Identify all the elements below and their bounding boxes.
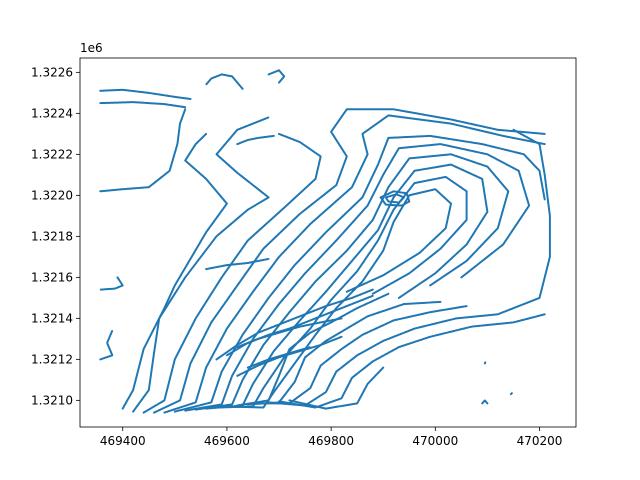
contour-series-19 <box>236 292 390 407</box>
contour-series-34 <box>481 399 489 405</box>
contour-series-29 <box>236 335 343 377</box>
contour-series-13 <box>194 153 510 411</box>
contour-series-22 <box>267 128 551 407</box>
x-axis: 469400 469600 469800 470000 470200 <box>100 427 563 448</box>
contour-series-15 <box>215 175 468 409</box>
contour-series-31 <box>205 73 244 90</box>
contour-series-21 <box>257 305 468 405</box>
plot-frame <box>79 57 577 428</box>
contour-series-23 <box>278 313 546 409</box>
contour-series-6 <box>121 132 228 410</box>
contour-series-20 <box>246 300 442 406</box>
contour-series-12 <box>184 143 531 412</box>
y-axis-offset-label: 1e6 <box>80 41 103 55</box>
contour-series-24 <box>288 366 385 410</box>
contour-series-11 <box>173 134 546 413</box>
contour-series-5 <box>99 108 187 193</box>
y-tick-label: 1.3210 <box>31 393 73 407</box>
contour-series-1 <box>99 88 192 100</box>
contour-series-27 <box>215 288 374 361</box>
x-tick-label: 469600 <box>204 434 250 448</box>
y-tick-label: 1.3214 <box>31 311 73 325</box>
x-tick-label: 469400 <box>100 434 146 448</box>
contour-series-17 <box>379 190 411 207</box>
y-tick-label: 1.3226 <box>31 65 73 79</box>
contour-series-30 <box>205 257 270 271</box>
y-axis: 1.3210 1.3212 1.3214 1.3216 1.3218 1.3220 1.32… <box>31 65 80 407</box>
contour-series-33 <box>236 134 275 146</box>
contour-series-8 <box>142 132 322 414</box>
x-tick-label: 469800 <box>308 434 354 448</box>
contour-series-7 <box>132 116 270 413</box>
x-tick-label: 470200 <box>517 434 563 448</box>
y-tick-label: 1.3224 <box>31 106 73 120</box>
contour-series-35 <box>483 361 487 365</box>
contour-series-18 <box>384 193 406 204</box>
contour-series-16 <box>225 188 452 409</box>
contour-series-36 <box>509 392 513 396</box>
y-tick-label: 1.3220 <box>31 188 73 202</box>
contour-series-2 <box>99 101 187 109</box>
x-tick-label: 470000 <box>412 434 458 448</box>
y-tick-label: 1.3216 <box>31 270 73 284</box>
contour-series-32 <box>267 69 286 84</box>
contour-series-14 <box>205 163 489 410</box>
contour-series-3 <box>99 276 124 291</box>
y-tick-label: 1.3218 <box>31 229 73 243</box>
contour-series-26 <box>225 294 374 357</box>
contour-series-9 <box>153 108 546 414</box>
contour-series-4 <box>99 329 114 361</box>
y-tick-label: 1.3222 <box>31 147 73 161</box>
contour-series-10 <box>163 114 546 414</box>
series-layer <box>99 69 551 414</box>
y-tick-label: 1.3212 <box>31 352 73 366</box>
